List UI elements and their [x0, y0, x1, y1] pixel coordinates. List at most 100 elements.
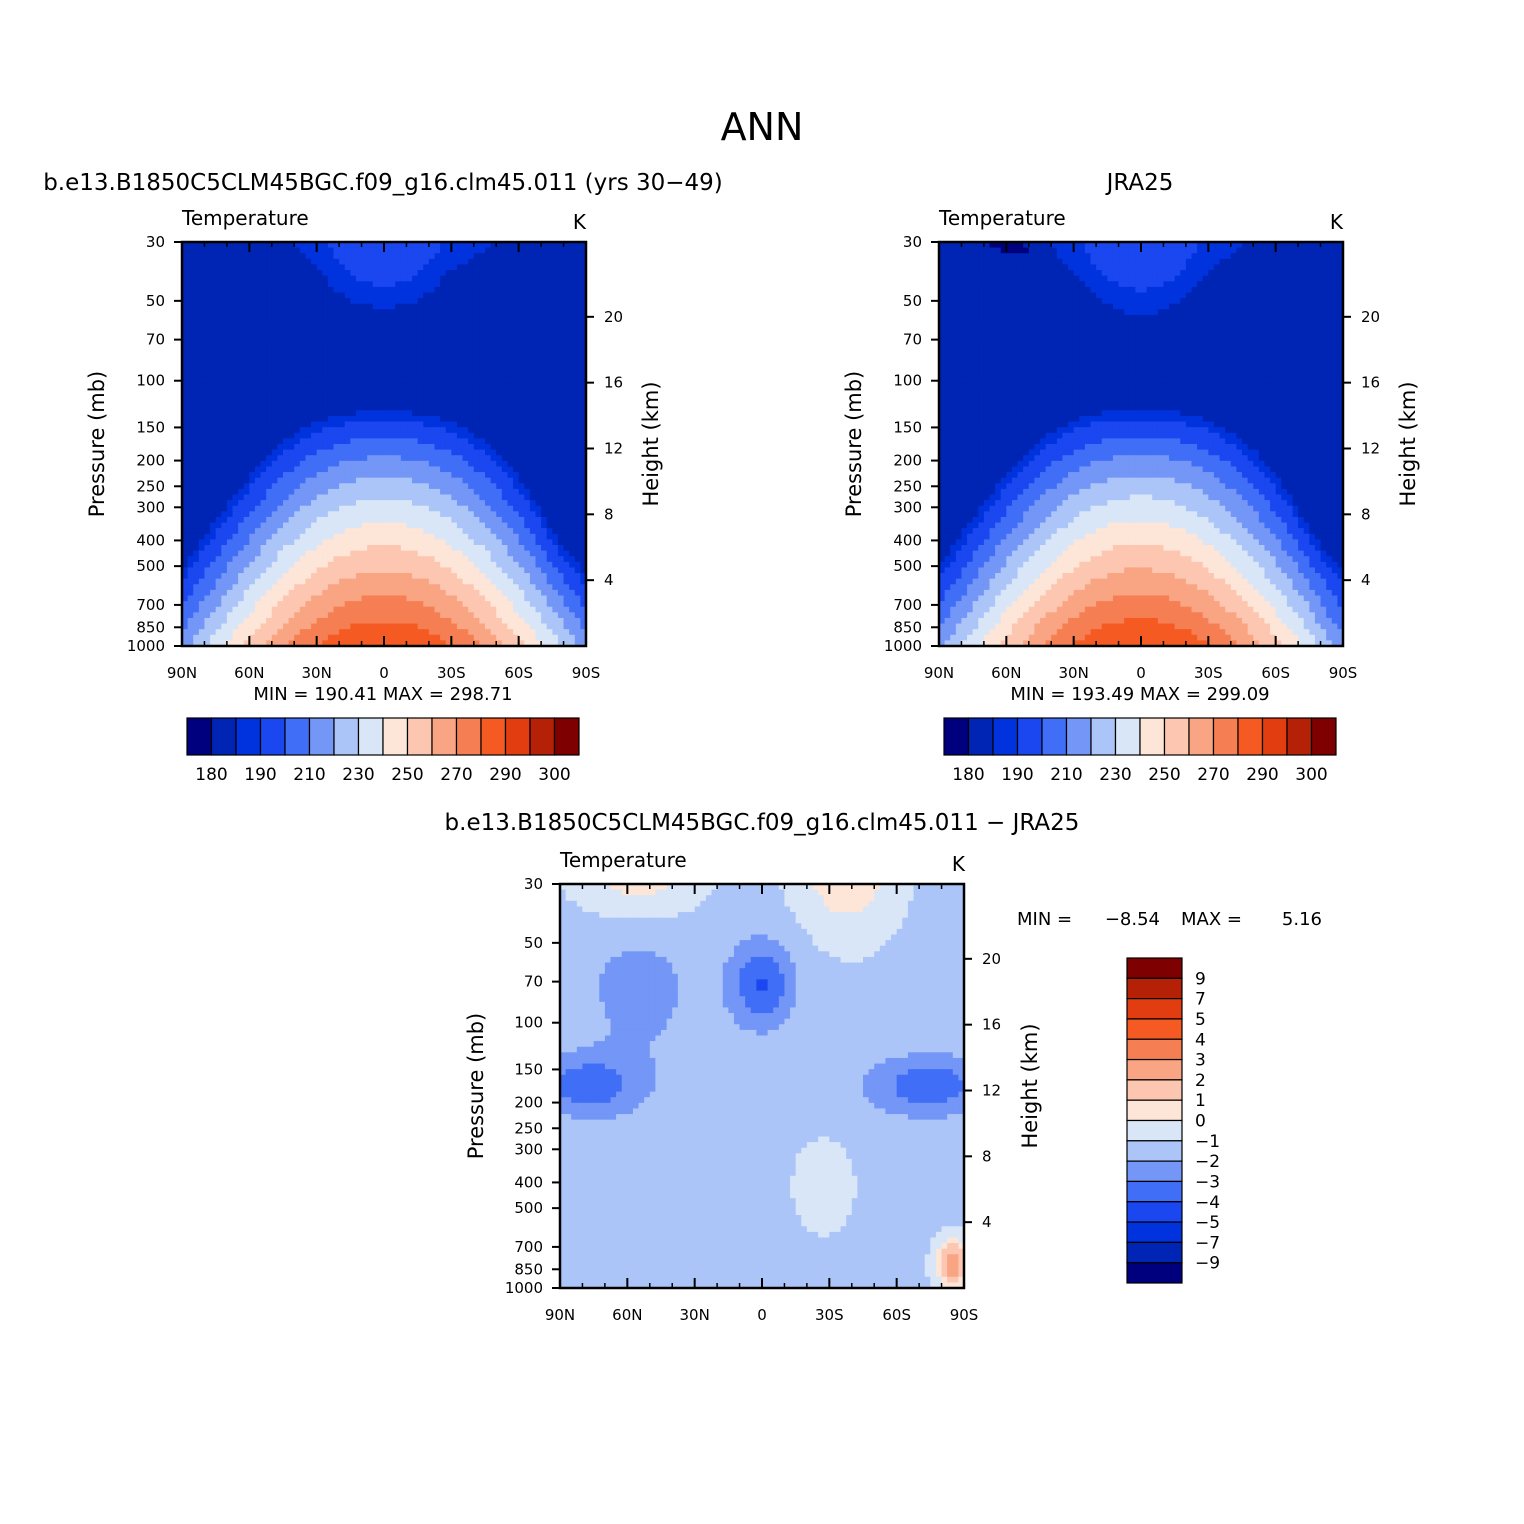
contour-cell — [574, 281, 581, 288]
contour-cell — [339, 393, 346, 400]
contour-cell — [445, 326, 452, 333]
contour-cell — [283, 354, 290, 361]
contour-cell — [569, 488, 576, 496]
contour-cell — [238, 247, 245, 254]
contour-cell — [440, 348, 447, 355]
contour-cell — [529, 281, 537, 288]
contour-cell — [221, 376, 228, 383]
contour-cell — [507, 505, 514, 512]
contour-cell — [456, 612, 464, 619]
contour-cell — [193, 359, 200, 367]
contour-cell — [400, 376, 408, 383]
contour-cell — [187, 589, 194, 597]
contour-cell — [299, 483, 307, 490]
contour-cell — [316, 432, 323, 439]
contour-cell — [423, 264, 430, 271]
contour-cell — [182, 494, 189, 501]
contour-cell — [355, 516, 363, 524]
contour-cell — [316, 258, 323, 266]
contour-cell — [243, 612, 250, 619]
contour-cell — [445, 589, 452, 597]
contour-cell — [260, 393, 267, 400]
contour-cell — [501, 331, 509, 338]
contour-cell — [395, 359, 402, 367]
contour-cell — [238, 258, 245, 266]
contour-cell — [501, 444, 509, 451]
contour-cell — [299, 449, 307, 456]
contour-cell — [210, 606, 217, 613]
contour-cell — [507, 561, 514, 569]
contour-cell — [288, 286, 295, 294]
contour-cell — [541, 247, 548, 254]
contour-cell — [226, 494, 234, 501]
contour-cell — [305, 253, 312, 260]
contour-cell — [378, 432, 385, 439]
contour-cell — [535, 573, 542, 580]
contour-cell — [535, 601, 542, 608]
contour-cell — [266, 309, 273, 316]
contour-cell — [260, 421, 267, 428]
contour-cell — [507, 539, 514, 546]
contour-cell — [277, 623, 284, 630]
contour-cell — [288, 522, 295, 529]
contour-cell — [395, 371, 402, 378]
contour-cell — [322, 438, 329, 445]
contour-cell — [277, 427, 284, 434]
contour-cell — [557, 337, 565, 344]
contour-cell — [215, 387, 222, 395]
contour-cell — [266, 511, 273, 518]
contour-cell — [445, 371, 452, 378]
contour-cell — [294, 331, 301, 338]
contour-cell — [299, 556, 307, 563]
contour-cell — [305, 292, 312, 299]
contour-cell — [226, 573, 234, 580]
contour-cell — [311, 528, 318, 535]
contour-cell — [417, 623, 424, 630]
contour-cell — [541, 432, 548, 439]
contour-cell — [428, 281, 436, 288]
contour-cell — [496, 466, 503, 473]
contour-cell — [535, 511, 542, 518]
contour-cell — [260, 460, 267, 468]
contour-cell — [445, 270, 452, 277]
contour-cell — [400, 410, 408, 417]
contour-cell — [513, 286, 520, 294]
contour-cell — [490, 477, 497, 484]
contour-cell — [288, 595, 295, 602]
contour-cell — [277, 343, 284, 350]
contour-cell — [496, 449, 503, 456]
contour-cell — [322, 460, 329, 468]
contour-cell — [485, 578, 492, 585]
contour-cell — [440, 371, 447, 378]
contour-cell — [327, 415, 335, 423]
contour-cell — [395, 376, 402, 383]
contour-cell — [355, 415, 363, 423]
contour-cell — [479, 595, 486, 602]
contour-cell — [412, 421, 419, 428]
contour-cell — [283, 494, 290, 501]
contour-cell — [423, 337, 430, 344]
contour-cell — [513, 343, 520, 350]
contour-cell — [580, 275, 586, 282]
contour-cell — [378, 286, 385, 294]
contour-cell — [232, 399, 239, 406]
contour-cell — [299, 606, 307, 613]
contour-cell — [423, 331, 430, 338]
contour-cell — [485, 516, 492, 524]
contour-cell — [507, 242, 514, 249]
contour-cell — [333, 281, 340, 288]
contour-cell — [327, 337, 335, 344]
contour-cell — [316, 589, 323, 597]
contour-cell — [546, 393, 553, 400]
contour-cell — [210, 242, 217, 249]
contour-cell — [529, 258, 537, 266]
contour-cell — [215, 253, 222, 260]
contour-cell — [311, 286, 318, 294]
contour-cell — [541, 567, 548, 574]
contour-cell — [260, 556, 267, 563]
contour-cell — [462, 567, 469, 574]
contour-cell — [395, 275, 402, 282]
contour-cell — [372, 612, 379, 619]
contour-cell — [271, 343, 278, 350]
contour-cell — [355, 438, 363, 445]
